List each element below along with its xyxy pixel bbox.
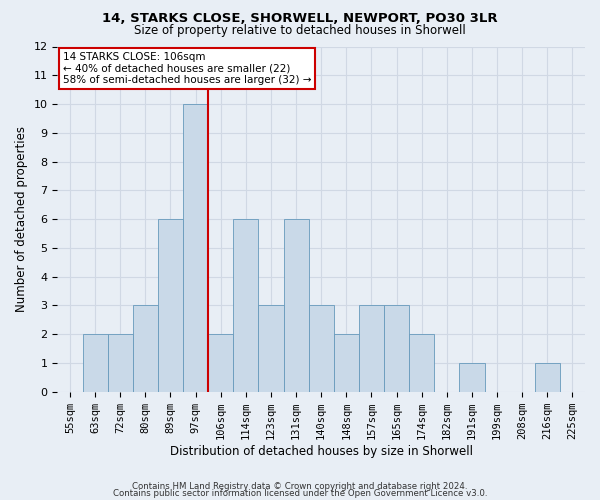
Bar <box>308 306 334 392</box>
Bar <box>384 306 409 392</box>
Text: Contains public sector information licensed under the Open Government Licence v3: Contains public sector information licen… <box>113 489 487 498</box>
Bar <box>133 306 158 392</box>
Bar <box>158 219 183 392</box>
Bar <box>460 363 485 392</box>
Y-axis label: Number of detached properties: Number of detached properties <box>15 126 28 312</box>
Bar <box>535 363 560 392</box>
Bar <box>107 334 133 392</box>
Bar <box>359 306 384 392</box>
Bar <box>208 334 233 392</box>
Text: Contains HM Land Registry data © Crown copyright and database right 2024.: Contains HM Land Registry data © Crown c… <box>132 482 468 491</box>
Bar <box>259 306 284 392</box>
Bar <box>183 104 208 392</box>
Bar <box>233 219 259 392</box>
Text: Size of property relative to detached houses in Shorwell: Size of property relative to detached ho… <box>134 24 466 37</box>
Text: 14 STARKS CLOSE: 106sqm
← 40% of detached houses are smaller (22)
58% of semi-de: 14 STARKS CLOSE: 106sqm ← 40% of detache… <box>62 52 311 85</box>
Bar <box>83 334 107 392</box>
Text: 14, STARKS CLOSE, SHORWELL, NEWPORT, PO30 3LR: 14, STARKS CLOSE, SHORWELL, NEWPORT, PO3… <box>102 12 498 26</box>
Bar <box>284 219 308 392</box>
X-axis label: Distribution of detached houses by size in Shorwell: Distribution of detached houses by size … <box>170 444 473 458</box>
Bar <box>409 334 434 392</box>
Bar <box>334 334 359 392</box>
